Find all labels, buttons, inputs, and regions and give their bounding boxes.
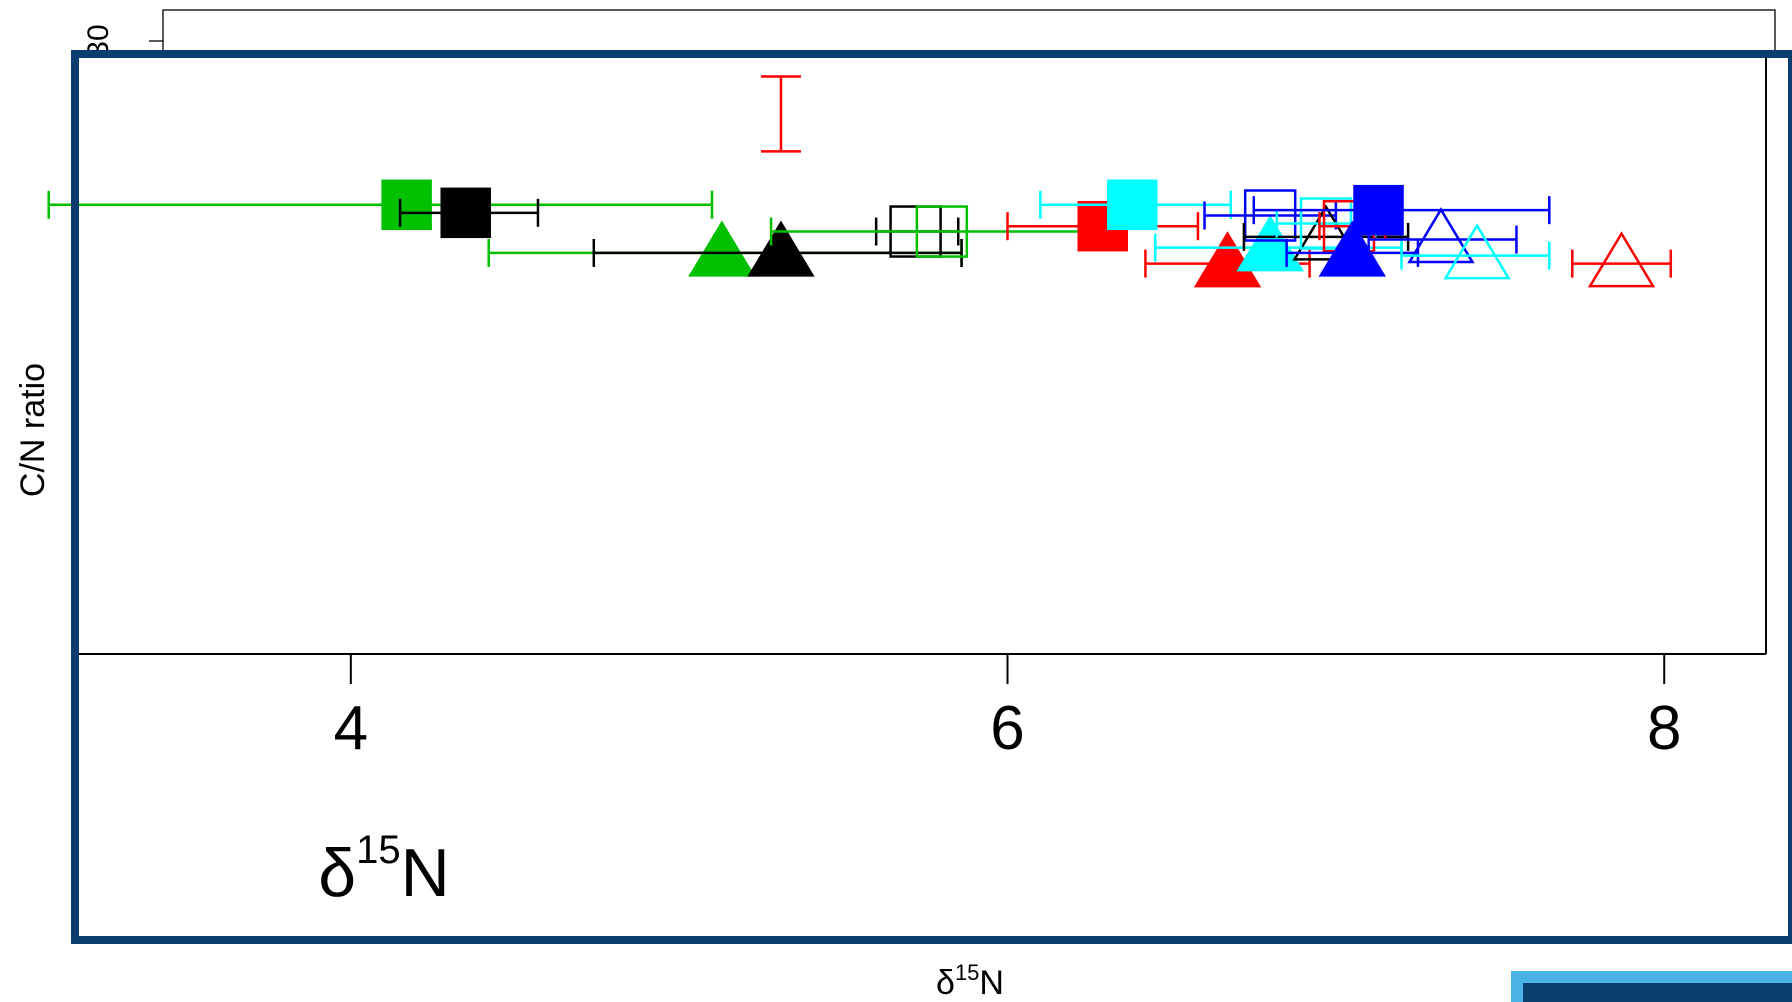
x-tick-label-1: 6 <box>990 694 1024 763</box>
marker-triangle <box>688 220 756 277</box>
accent-corner-inner <box>1523 983 1792 1002</box>
x-axis-label: δ15N <box>318 828 449 911</box>
marker-triangle <box>1407 207 1475 264</box>
marker-square <box>381 179 432 231</box>
x-tick-label-0: 4 <box>334 694 368 763</box>
x-ticks: 4 6 8 <box>334 654 1681 763</box>
plot-layer <box>47 75 1673 288</box>
marker-triangle <box>1587 231 1656 288</box>
marker-triangle <box>1292 204 1360 261</box>
data-point-0 <box>47 179 714 231</box>
marker-square <box>1353 184 1404 236</box>
data-point-11 <box>1203 189 1338 242</box>
marker-triangle <box>747 220 815 277</box>
marker-square <box>915 205 969 258</box>
overlay-panel <box>75 54 1792 940</box>
data-point-1 <box>398 187 540 239</box>
data-point-4 <box>760 75 801 153</box>
data-point-19 <box>1571 231 1673 288</box>
data-point-12 <box>1242 204 1410 261</box>
back-x-axis-label: δ15N <box>936 960 1004 1002</box>
marker-triangle <box>1443 223 1511 280</box>
data-point-7 <box>1006 200 1200 252</box>
marker-triangle <box>1193 231 1262 288</box>
data-point-17 <box>1367 207 1518 264</box>
marker-square <box>440 187 491 239</box>
marker-square <box>1243 189 1297 242</box>
y-axis-label: C/N ratio <box>14 363 52 497</box>
x-tick-label-2: 8 <box>1647 694 1681 763</box>
data-point-3 <box>592 220 963 277</box>
marker-square <box>1107 179 1158 231</box>
data-point-16 <box>1252 184 1551 236</box>
overlay-frame <box>71 50 1792 944</box>
data-point-18 <box>1400 223 1551 280</box>
data-point-8 <box>1039 179 1233 231</box>
